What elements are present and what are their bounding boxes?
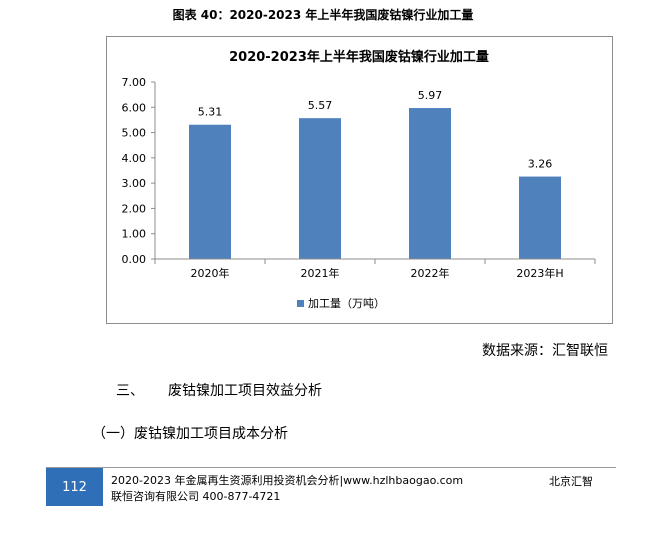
y-tick-label: 7.00 (122, 76, 147, 89)
y-tick-label: 1.00 (122, 228, 147, 241)
x-axis: 2020年 2021年 2022年 2023年H (154, 258, 596, 280)
legend-swatch (297, 300, 304, 307)
legend-label: 加工量（万吨） (308, 297, 385, 310)
x-tick-label: 2020年 (191, 266, 230, 280)
data-label: 3.26 (528, 158, 553, 171)
footer-divider (46, 467, 616, 468)
y-tick-label: 2.00 (122, 202, 147, 215)
bars: 5.31 5.57 5.97 3.26 (189, 89, 561, 260)
data-source: 数据来源：汇智联恒 (482, 343, 608, 359)
bar (299, 118, 341, 259)
data-label: 5.57 (308, 99, 333, 112)
footer-line-2: 联恒咨询有限公司 400-877-4721 (111, 490, 281, 503)
y-tick-label: 5.00 (122, 127, 147, 140)
chart-title: 2020-2023年上半年我国废钴镍行业加工量 (229, 49, 489, 65)
x-tick-label: 2023年H (516, 266, 563, 280)
y-tick-label: 4.00 (122, 152, 147, 165)
y-tick-label: 0.00 (122, 253, 147, 266)
data-label: 5.97 (418, 89, 443, 102)
subsection-heading: （一）废钴镍加工项目成本分析 (92, 426, 288, 442)
section-heading: 三、 废钴镍加工项目效益分析 (116, 380, 322, 400)
chart-svg: 2020-2023年上半年我国废钴镍行业加工量 0.00 1.00 2.00 3.00… (122, 49, 596, 310)
footer-right-text: 北京汇智 (549, 475, 593, 488)
data-label: 5.31 (198, 106, 223, 119)
legend: 加工量（万吨） (297, 297, 385, 310)
x-tick-label: 2022年 (411, 266, 450, 280)
y-tick-label: 3.00 (122, 177, 147, 190)
bar (519, 176, 561, 259)
footer-line-1: 2020-2023 年金属再生资源利用投资机会分析|www.hzlhbaogao… (111, 474, 464, 487)
footer-text: 2020-2023 年金属再生资源利用投资机会分析|www.hzlhbaogao… (111, 473, 481, 505)
bar-chart: 2020-2023年上半年我国废钴镍行业加工量 0.00 1.00 2.00 3.00… (106, 36, 613, 324)
y-tick-label: 6.00 (122, 101, 147, 114)
y-axis: 0.00 1.00 2.00 3.00 4.00 5.00 6.00 7.00 (122, 76, 156, 266)
page-number: 112 (46, 468, 103, 506)
bar (189, 124, 231, 260)
x-tick-label: 2021年 (301, 266, 340, 280)
section-number: 三、 (116, 383, 144, 399)
bar (409, 108, 451, 260)
section-title: 废钴镍加工项目效益分析 (168, 383, 322, 399)
figure-caption: 图表 40：2020-2023 年上半年我国废钴镍行业加工量 (172, 8, 474, 22)
